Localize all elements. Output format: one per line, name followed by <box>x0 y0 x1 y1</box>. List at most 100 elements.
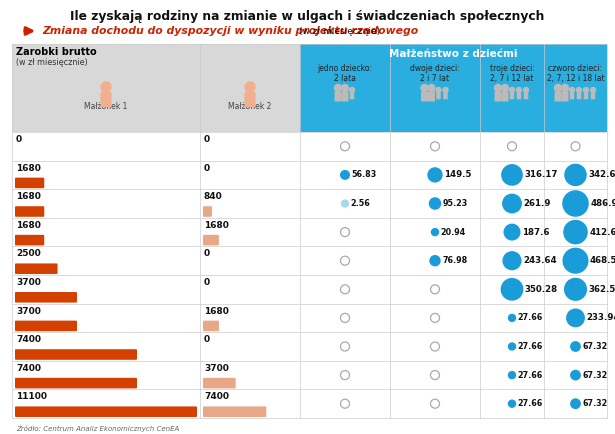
Text: 362.5: 362.5 <box>589 285 615 294</box>
Circle shape <box>503 194 522 213</box>
Text: 840: 840 <box>204 192 223 201</box>
FancyBboxPatch shape <box>203 206 212 217</box>
FancyBboxPatch shape <box>436 92 441 99</box>
Text: 0: 0 <box>204 250 210 258</box>
Circle shape <box>245 82 255 92</box>
FancyBboxPatch shape <box>15 178 44 188</box>
Text: dwoje dzieci:
2 i 7 lat: dwoje dzieci: 2 i 7 lat <box>410 64 460 83</box>
FancyBboxPatch shape <box>15 292 77 302</box>
Circle shape <box>565 164 586 185</box>
FancyBboxPatch shape <box>428 92 435 102</box>
Text: 27.66: 27.66 <box>517 313 543 322</box>
Circle shape <box>349 88 354 92</box>
Circle shape <box>501 85 509 92</box>
Circle shape <box>565 279 586 300</box>
Text: 1680: 1680 <box>204 306 229 316</box>
Bar <box>300 44 607 132</box>
Text: Ile zyskają rodziny na zmianie w ulgach i świadczeniach społecznych: Ile zyskają rodziny na zmianie w ulgach … <box>70 10 545 23</box>
Text: 27.66: 27.66 <box>517 371 543 380</box>
Text: 7400: 7400 <box>204 392 229 401</box>
Circle shape <box>101 82 111 92</box>
FancyBboxPatch shape <box>203 321 219 331</box>
Text: 243.64: 243.64 <box>523 256 557 265</box>
Text: 316.17: 316.17 <box>524 171 558 179</box>
Bar <box>12 44 300 132</box>
FancyBboxPatch shape <box>501 92 509 102</box>
Text: (w zł miesięcznie): (w zł miesięcznie) <box>16 58 88 67</box>
Circle shape <box>584 88 589 92</box>
Circle shape <box>563 191 588 216</box>
Circle shape <box>523 88 528 92</box>
Text: 2500: 2500 <box>16 250 41 258</box>
Text: 11100: 11100 <box>16 392 47 401</box>
Circle shape <box>494 85 501 92</box>
Text: 342.68: 342.68 <box>588 171 615 179</box>
FancyBboxPatch shape <box>590 92 595 99</box>
Circle shape <box>571 371 580 380</box>
Text: 3700: 3700 <box>204 364 229 373</box>
Text: 233.94: 233.94 <box>586 313 615 322</box>
Circle shape <box>503 252 521 270</box>
Text: 67.32: 67.32 <box>582 342 608 351</box>
Text: 1680: 1680 <box>16 164 41 173</box>
Circle shape <box>428 168 442 182</box>
Text: (w zł miesięcznie): (w zł miesięcznie) <box>299 26 380 36</box>
Text: Małżonek 1: Małżonek 1 <box>84 102 128 111</box>
Text: 261.9: 261.9 <box>523 199 550 208</box>
Circle shape <box>509 88 515 92</box>
FancyBboxPatch shape <box>524 92 528 99</box>
Text: 0: 0 <box>204 135 210 144</box>
FancyBboxPatch shape <box>443 92 448 99</box>
FancyBboxPatch shape <box>421 92 428 102</box>
Circle shape <box>563 248 588 273</box>
Circle shape <box>509 400 515 407</box>
FancyBboxPatch shape <box>517 92 522 99</box>
Text: 0: 0 <box>204 164 210 173</box>
Text: 7400: 7400 <box>16 335 41 344</box>
Text: 350.28: 350.28 <box>525 285 558 294</box>
Text: troje dzieci:
2, 7 i 12 lat: troje dzieci: 2, 7 i 12 lat <box>490 64 534 83</box>
FancyBboxPatch shape <box>15 263 58 274</box>
Circle shape <box>571 399 580 408</box>
Circle shape <box>571 342 580 351</box>
Circle shape <box>569 88 574 92</box>
Text: Zmiana dochodu do dyspozycji w wyniku projektu rządowego: Zmiana dochodu do dyspozycji w wyniku pr… <box>42 26 418 36</box>
FancyBboxPatch shape <box>569 92 574 99</box>
Circle shape <box>443 88 448 92</box>
Circle shape <box>504 224 520 240</box>
Text: 1680: 1680 <box>16 192 41 201</box>
Text: 27.66: 27.66 <box>517 399 543 408</box>
Text: Małżonek 2: Małżonek 2 <box>228 102 272 111</box>
Text: 20.94: 20.94 <box>440 227 466 237</box>
FancyBboxPatch shape <box>203 406 266 417</box>
Text: 27.66: 27.66 <box>517 342 543 351</box>
Text: Małżeństwo z dziećmi: Małżeństwo z dziećmi <box>389 49 518 59</box>
Text: 1680: 1680 <box>204 221 229 230</box>
FancyBboxPatch shape <box>203 378 236 388</box>
Circle shape <box>590 88 595 92</box>
Text: 7400: 7400 <box>16 364 41 373</box>
Text: Źródło: Centrum Analiz Ekonomicznych CenEA: Źródło: Centrum Analiz Ekonomicznych Cen… <box>16 424 179 431</box>
Text: czworo dzieci:
2, 7, 12 i 18 lat: czworo dzieci: 2, 7, 12 i 18 lat <box>547 64 605 83</box>
FancyBboxPatch shape <box>245 92 255 107</box>
Text: 2.56: 2.56 <box>351 199 370 208</box>
Text: 95.23: 95.23 <box>443 199 468 208</box>
Circle shape <box>436 88 441 92</box>
Circle shape <box>517 88 522 92</box>
Circle shape <box>428 85 435 92</box>
FancyBboxPatch shape <box>15 406 197 417</box>
FancyBboxPatch shape <box>15 206 44 217</box>
FancyBboxPatch shape <box>555 92 561 102</box>
FancyBboxPatch shape <box>203 235 219 245</box>
Circle shape <box>421 85 428 92</box>
Text: 468.54: 468.54 <box>590 256 615 265</box>
Text: 76.98: 76.98 <box>442 256 467 265</box>
Text: 0: 0 <box>204 278 210 287</box>
FancyBboxPatch shape <box>350 92 354 99</box>
FancyBboxPatch shape <box>510 92 514 99</box>
Text: 67.32: 67.32 <box>582 399 608 408</box>
Circle shape <box>341 171 349 179</box>
Circle shape <box>341 85 349 92</box>
Circle shape <box>567 309 584 327</box>
Circle shape <box>561 85 568 92</box>
